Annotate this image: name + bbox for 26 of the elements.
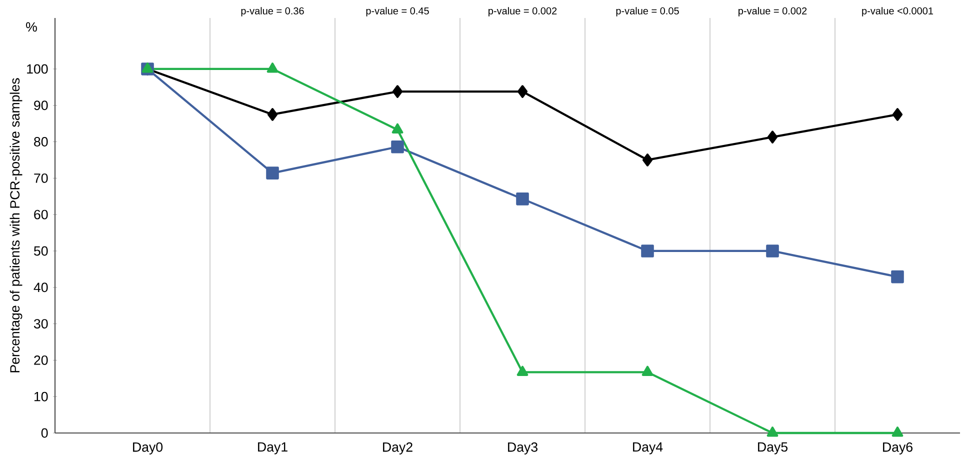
x-tick-label: Day4 [633, 442, 663, 454]
y-tick-label: 40 [34, 282, 48, 292]
y-tick-label: 20 [34, 355, 48, 365]
x-tick-label: Day3 [508, 442, 538, 454]
y-tick-label: 0 [41, 428, 48, 438]
y-tick-label: 30 [34, 319, 48, 329]
x-tick-label: Day5 [758, 442, 788, 454]
x-tick-label: Day1 [258, 442, 288, 454]
text: % [26, 22, 37, 32]
y-tick-label: 70 [34, 173, 48, 183]
text: p-value = 0.36 [241, 7, 304, 16]
y-tick-label: 10 [34, 392, 48, 402]
text: p-value = 0.45 [366, 7, 429, 16]
text: p-value = 0.002 [488, 7, 557, 16]
y-axis-title: Percentage of patients with PCR-positive samples [10, 78, 22, 372]
x-tick-label: Day0 [133, 442, 163, 454]
y-tick-label: 60 [34, 210, 48, 220]
text: p-value <0.0001 [862, 7, 934, 16]
x-tick-label: Day6 [883, 442, 912, 454]
text: p-value = 0.002 [738, 7, 807, 16]
y-tick-label: 80 [34, 137, 48, 146]
y-tick-label: 100 [27, 64, 48, 74]
y-tick-label: 50 [34, 246, 48, 256]
text: p-value = 0.05 [616, 7, 679, 16]
x-tick-label: Day2 [383, 442, 412, 454]
y-tick-label: 90 [34, 100, 48, 110]
